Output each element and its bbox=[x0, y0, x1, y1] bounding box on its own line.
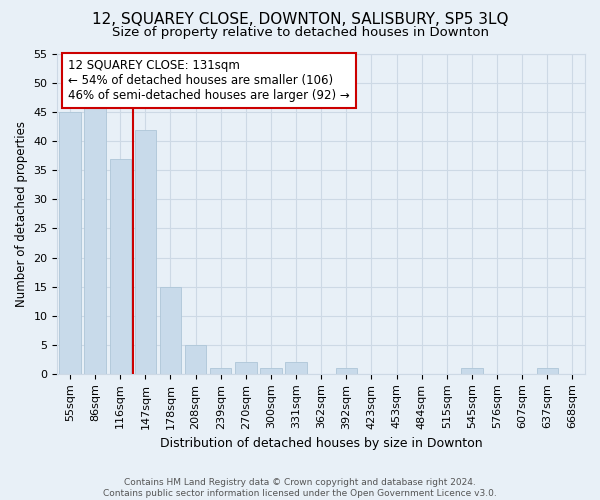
Text: 12 SQUAREY CLOSE: 131sqm
← 54% of detached houses are smaller (106)
46% of semi-: 12 SQUAREY CLOSE: 131sqm ← 54% of detach… bbox=[68, 59, 350, 102]
Bar bbox=[335, 368, 357, 374]
Bar bbox=[134, 130, 156, 374]
Bar bbox=[85, 106, 106, 374]
Bar bbox=[185, 344, 206, 374]
Bar bbox=[210, 368, 232, 374]
Bar bbox=[235, 362, 257, 374]
Bar bbox=[536, 368, 558, 374]
Y-axis label: Number of detached properties: Number of detached properties bbox=[15, 121, 28, 307]
Text: Contains HM Land Registry data © Crown copyright and database right 2024.
Contai: Contains HM Land Registry data © Crown c… bbox=[103, 478, 497, 498]
Bar bbox=[461, 368, 482, 374]
Text: 12, SQUAREY CLOSE, DOWNTON, SALISBURY, SP5 3LQ: 12, SQUAREY CLOSE, DOWNTON, SALISBURY, S… bbox=[92, 12, 508, 28]
Bar bbox=[59, 112, 80, 374]
Text: Size of property relative to detached houses in Downton: Size of property relative to detached ho… bbox=[112, 26, 488, 39]
Bar bbox=[260, 368, 281, 374]
X-axis label: Distribution of detached houses by size in Downton: Distribution of detached houses by size … bbox=[160, 437, 482, 450]
Bar bbox=[160, 286, 181, 374]
Bar bbox=[286, 362, 307, 374]
Bar bbox=[110, 158, 131, 374]
